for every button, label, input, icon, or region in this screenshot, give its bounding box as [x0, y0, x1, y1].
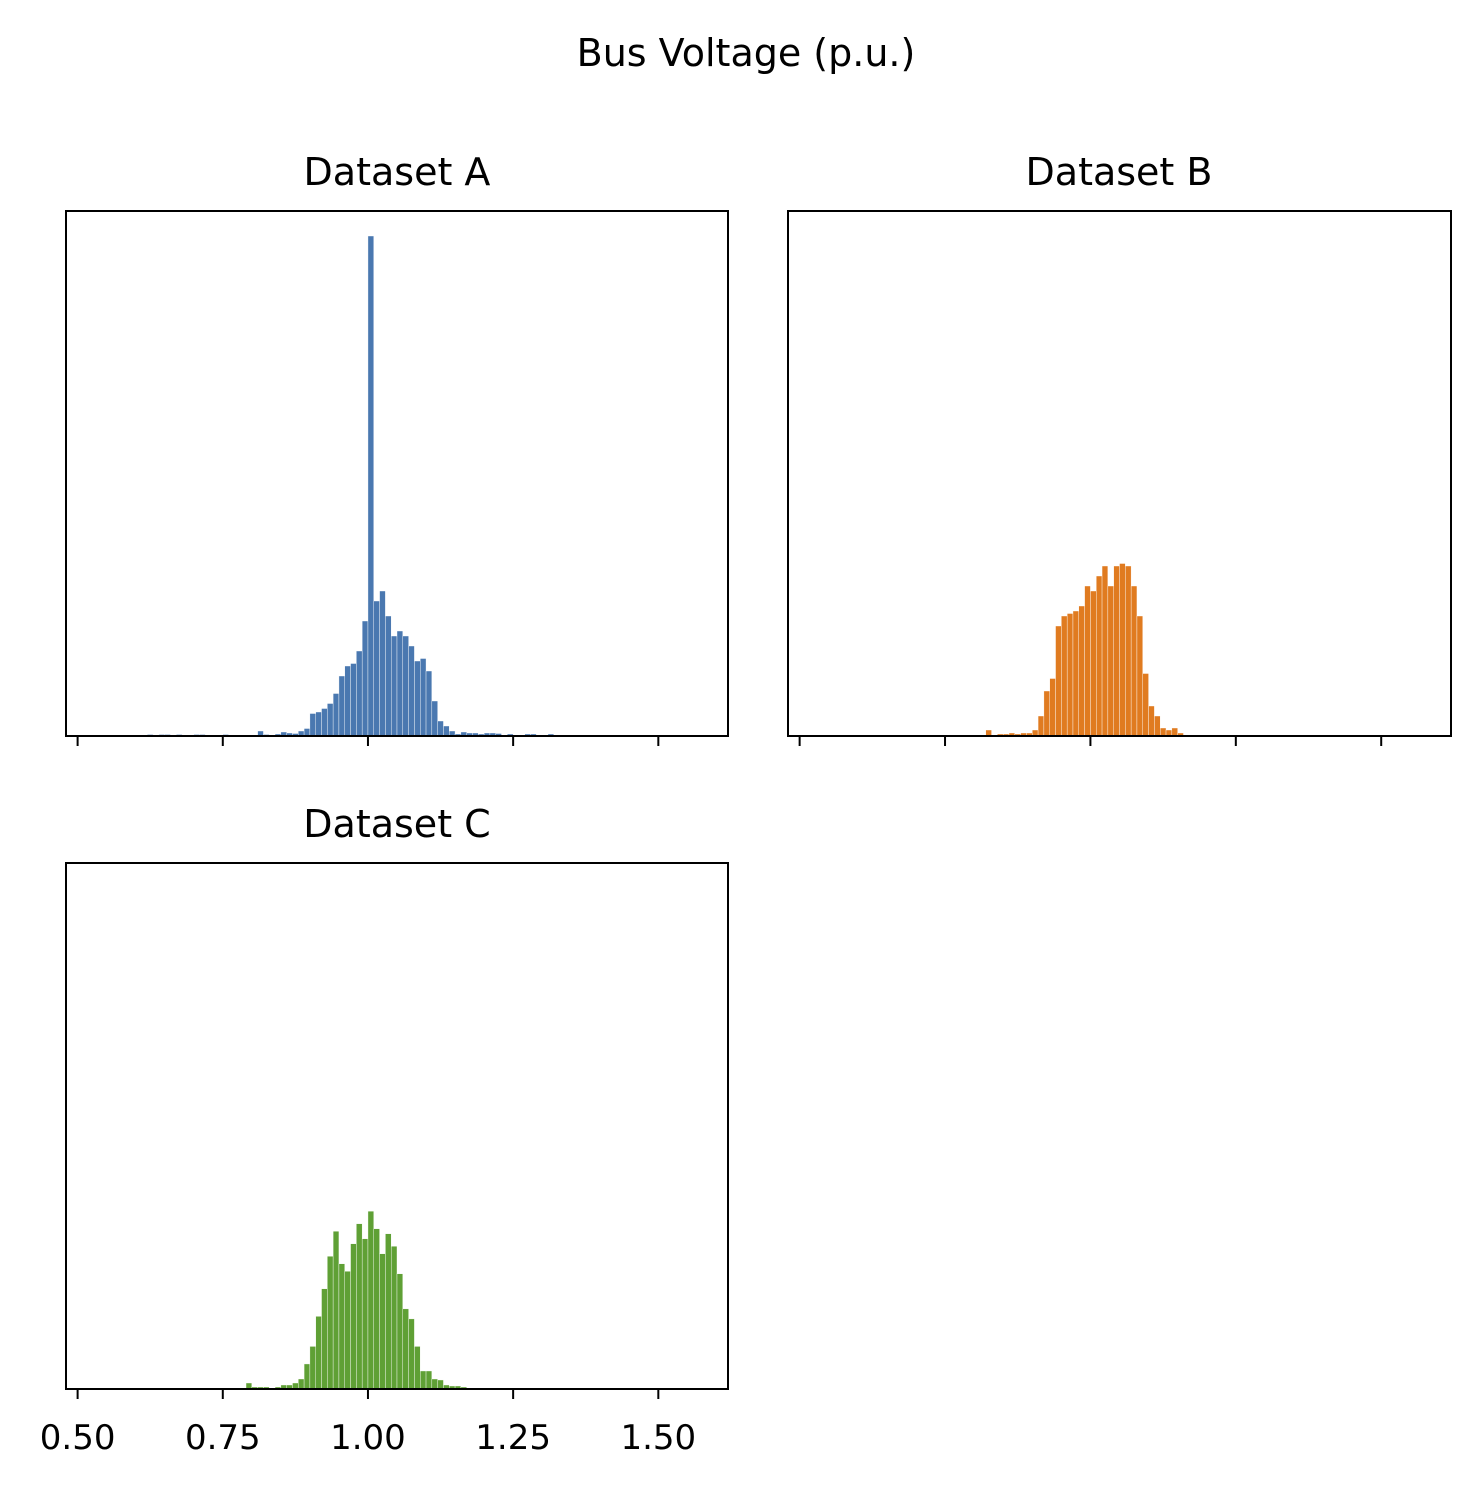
panel-b-bar	[1160, 727, 1167, 737]
panel-c-bar	[396, 1273, 404, 1390]
panel-a-bar	[425, 670, 433, 737]
panel-c-bar	[350, 1243, 357, 1390]
panel-b-bar	[1078, 605, 1085, 737]
panel-b-bar	[1049, 678, 1056, 737]
panel-a-title: Dataset A	[304, 150, 491, 194]
panel-c-bar	[379, 1253, 386, 1390]
panel-b-bar	[1101, 565, 1109, 737]
panel-a-bar	[437, 720, 444, 737]
panel-b-frame	[787, 210, 1452, 737]
panel-a-bar	[379, 590, 386, 737]
panel-c-bar	[385, 1233, 392, 1390]
panel-c-bar	[431, 1378, 438, 1390]
panel-c-bar	[437, 1379, 444, 1390]
panel-b-bar	[1043, 690, 1050, 737]
panel-a-bar	[327, 703, 334, 737]
panel-b-bar	[1130, 585, 1138, 737]
panel-c-bar	[390, 1246, 398, 1390]
panel-a-bar	[390, 635, 398, 737]
panel-a-bar	[431, 700, 438, 737]
panel-b-bar	[1125, 565, 1132, 737]
panel-a-bar	[385, 615, 392, 737]
panel-c-bar	[420, 1370, 427, 1390]
panel-c-bar	[338, 1263, 345, 1390]
panel-a-bar	[443, 725, 450, 737]
panel-a-frame	[65, 210, 729, 737]
panel-a-bar	[309, 713, 316, 737]
panel-a-bar	[373, 600, 380, 737]
panel-b-bar	[1084, 585, 1091, 737]
panel-c-bar	[373, 1228, 380, 1390]
panel-b-bar	[1148, 705, 1155, 737]
panel-c-bar	[414, 1346, 421, 1390]
panel-c-bar	[315, 1316, 322, 1390]
panel-c-xtick-label: 0.75	[185, 1418, 261, 1458]
panel-c-bar	[367, 1210, 374, 1390]
panel-c-bar	[309, 1346, 316, 1390]
panel-c-bar	[321, 1288, 328, 1390]
panel-a-bar	[338, 675, 345, 737]
panel-b-bar	[1171, 727, 1178, 737]
panel-b-bar	[1072, 610, 1079, 737]
panel-c-bar	[356, 1223, 363, 1390]
panel-c-bar	[332, 1230, 340, 1390]
panel-b-bar	[1119, 563, 1126, 737]
figure-suptitle: Bus Voltage (p.u.)	[577, 31, 916, 75]
panel-c-bar	[425, 1370, 433, 1390]
panel-a-histogram	[76, 235, 660, 746]
panel-b-bar	[1037, 715, 1045, 737]
panel-c-histogram: 0.50 0.75 1.00 1.25 1.50	[40, 1210, 696, 1458]
panel-a-bar	[367, 235, 374, 737]
panel-a-bar	[315, 711, 322, 737]
panel-a-bar	[303, 728, 311, 737]
panel-b-bar	[1113, 565, 1120, 737]
panel-b-bar	[1107, 585, 1114, 737]
panel-c-xtick-label: 1.25	[475, 1418, 551, 1458]
panel-b-title: Dataset B	[1026, 150, 1213, 194]
panel-a-bar	[332, 693, 340, 737]
panel-b-bar	[1055, 625, 1062, 737]
panel-b-bar	[1066, 613, 1074, 737]
panel-c-bar	[298, 1378, 305, 1390]
panel-b-bar	[1061, 615, 1068, 737]
panel-a-bar	[420, 658, 427, 737]
panel-b-histogram	[798, 563, 1383, 746]
panel-c-bar	[303, 1363, 311, 1390]
panel-c-bar	[402, 1308, 409, 1390]
panel-c-bar	[361, 1238, 369, 1390]
panel-c-xtick-label: 1.50	[620, 1418, 696, 1458]
panel-a-bar	[356, 650, 363, 737]
panel-b-bar	[1090, 590, 1097, 737]
panel-b-bar	[1154, 715, 1161, 737]
panel-b-bar	[1096, 575, 1103, 737]
panel-c-frame	[65, 862, 729, 1390]
panel-c-bar	[327, 1256, 334, 1390]
panel-a-bar	[402, 635, 409, 737]
panel-a-bar	[350, 663, 357, 737]
panel-a-bar	[408, 645, 415, 737]
panel-c-bar	[408, 1318, 415, 1390]
panel-a-bar	[321, 708, 328, 737]
panel-c-title: Dataset C	[303, 802, 490, 846]
panel-a-bar	[344, 665, 351, 737]
panel-c-bar	[344, 1271, 351, 1390]
panel-a-bar	[396, 630, 404, 737]
panel-c-xtick-label: 0.50	[40, 1418, 116, 1458]
panel-b-bar	[1136, 615, 1143, 737]
panel-b-bar	[1142, 673, 1149, 737]
panel-c-xtick-label: 1.00	[330, 1418, 406, 1458]
panel-a-bar	[414, 660, 421, 737]
panel-a-bar	[361, 620, 369, 737]
